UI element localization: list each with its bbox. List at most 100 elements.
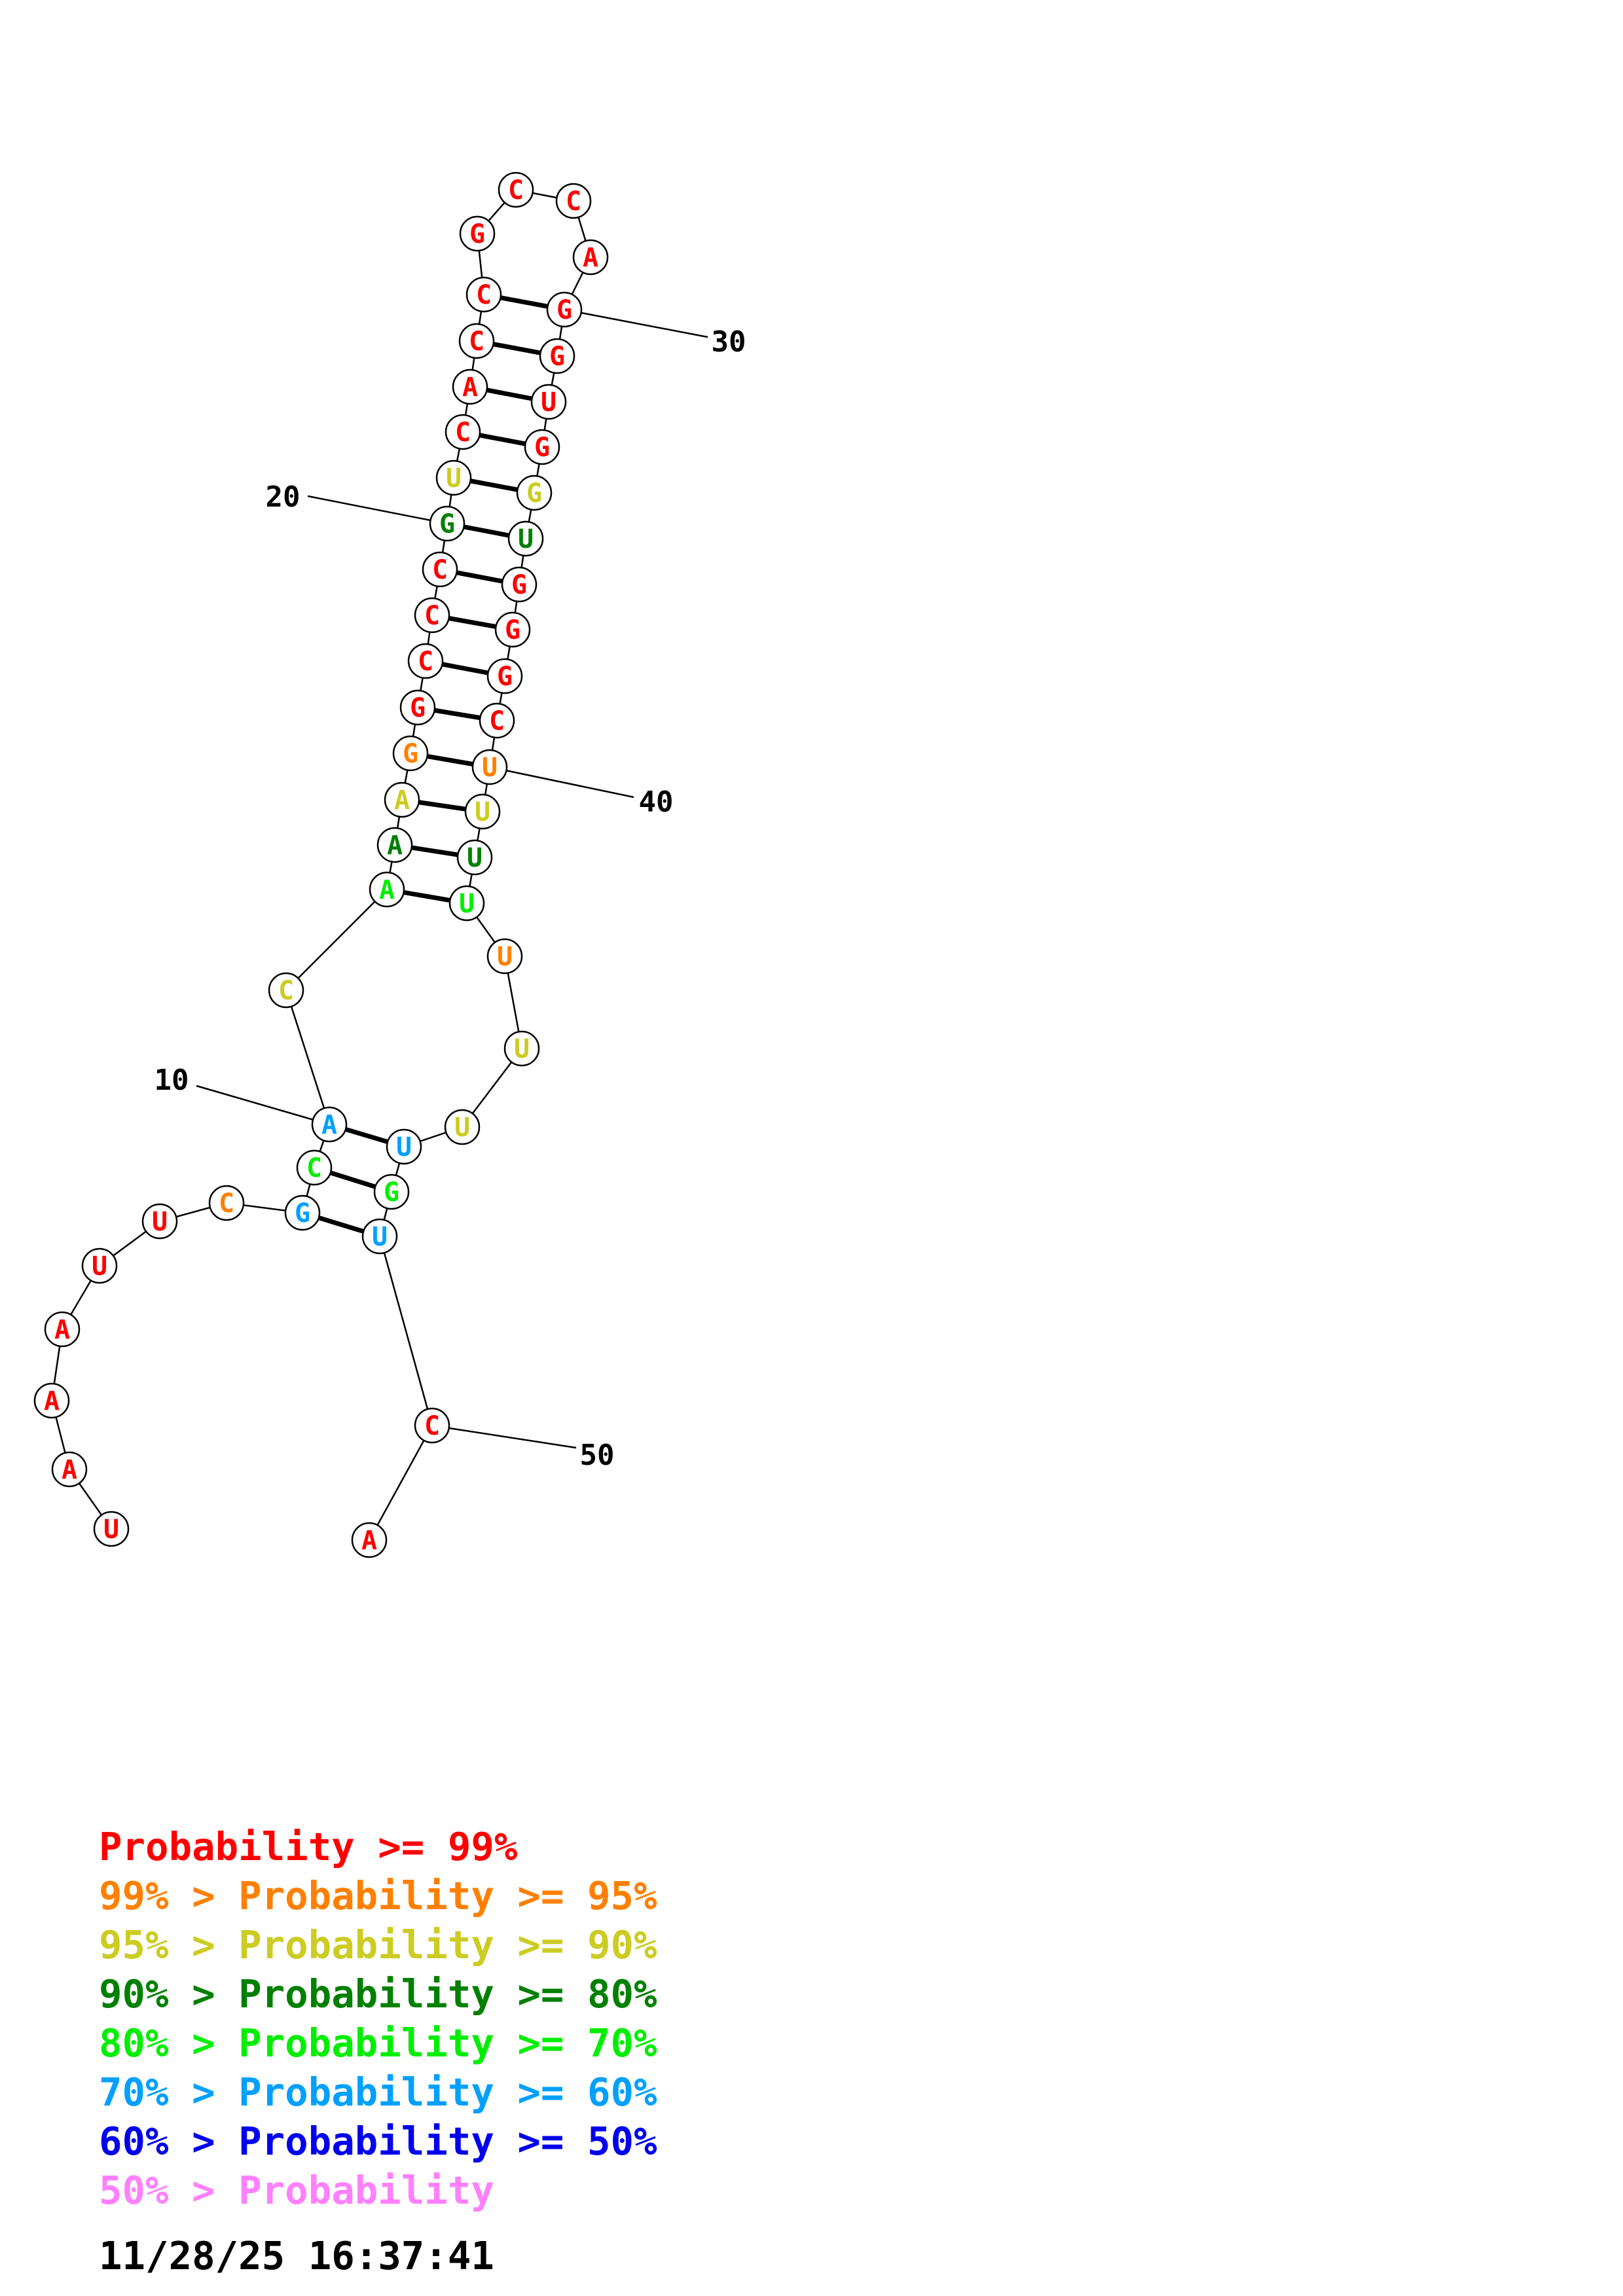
nucleotide-circle xyxy=(284,1194,321,1231)
nucleotide: U xyxy=(93,1511,130,1547)
nucleotide-circle xyxy=(465,276,502,313)
nucleotide: C xyxy=(498,171,534,208)
legend-line-p60: 70% > Probability >= 60% xyxy=(99,2070,657,2115)
nucleotide-base: G xyxy=(534,433,550,463)
nucleotide-base: U xyxy=(103,1515,119,1545)
nucleotide-circle xyxy=(448,885,485,922)
nucleotide-base: G xyxy=(549,342,565,372)
nucleotide: G xyxy=(524,429,560,465)
nucleotide-circle xyxy=(507,520,544,557)
nucleotide-circle xyxy=(445,414,481,450)
nucleotide-base: C xyxy=(469,327,484,357)
nucleotide-base: G xyxy=(469,219,485,249)
nucleotide: G xyxy=(399,689,436,726)
nucleotide: G xyxy=(429,505,465,542)
nucleotide-circle xyxy=(386,1128,422,1165)
nucleotide: U xyxy=(471,749,508,785)
nucleotide: U xyxy=(448,885,485,922)
nucleotide: C xyxy=(414,597,450,634)
nucleotide-base: U xyxy=(475,797,490,827)
nucleotide-circle xyxy=(516,475,553,511)
nucleotide-base: A xyxy=(583,243,598,273)
nucleotide-circle xyxy=(296,1149,333,1186)
nucleotide-base: A xyxy=(321,1110,337,1140)
nucleotide-circle xyxy=(93,1511,130,1547)
nucleotide: G xyxy=(516,475,553,511)
nucleotide: C xyxy=(465,276,502,313)
number-tick xyxy=(564,308,708,338)
nucleotide-circle xyxy=(494,611,531,648)
nucleotide-base: C xyxy=(489,706,505,736)
number-label: 50 xyxy=(580,1439,615,1472)
nucleotide-base: U xyxy=(514,1034,530,1064)
nucleotide: G xyxy=(546,291,583,328)
nucleotide-circle xyxy=(459,215,496,252)
nucleotide-base: G xyxy=(505,615,520,645)
nucleotide-circle xyxy=(414,1407,450,1444)
nucleotide-circle xyxy=(392,735,429,772)
nucleotide: G xyxy=(501,566,538,603)
number-label-layer: 10 20 30 40 50 xyxy=(155,308,746,1472)
nucleotide-circle xyxy=(268,972,304,1009)
base-pair-layer xyxy=(301,292,565,1239)
nucleotide-circle xyxy=(503,1030,540,1067)
nucleotide-base: C xyxy=(566,187,581,217)
nucleotide-base: G xyxy=(556,295,572,325)
nucleotide: U xyxy=(81,1247,118,1284)
nucleotide-base: U xyxy=(396,1132,412,1162)
nucleotide-base: U xyxy=(372,1222,388,1252)
nucleotide: U xyxy=(361,1218,398,1255)
nucleotide-base: G xyxy=(410,693,426,723)
nucleotide-base: G xyxy=(295,1198,310,1229)
nucleotide-base: U xyxy=(467,843,483,873)
nucleotide-base: C xyxy=(476,280,492,310)
nucleotide: C xyxy=(458,323,495,359)
nucleotide-circle xyxy=(530,384,567,420)
nucleotide-base: C xyxy=(219,1189,234,1219)
nucleotide-circle xyxy=(444,1109,481,1145)
nucleotide-circle xyxy=(33,1382,70,1419)
legend-line-below-50: 50% > Probability xyxy=(99,2168,494,2213)
nucleotide: G xyxy=(373,1174,410,1210)
legend-line-p70: 80% > Probability >= 70% xyxy=(99,2020,657,2066)
number-label: 10 xyxy=(155,1064,189,1097)
nucleotide: G xyxy=(284,1194,321,1231)
number-tick xyxy=(307,495,448,525)
nucleotide: A xyxy=(51,1451,88,1488)
probability-legend: Probability >= 99% 99% > Probability >= … xyxy=(99,1824,657,2278)
nucleotide-base: G xyxy=(526,478,542,509)
nucleotide: G xyxy=(539,338,575,374)
nucleotide: U xyxy=(456,839,493,876)
nucleotide: U xyxy=(141,1203,178,1240)
nucleotide-base: A xyxy=(54,1315,70,1345)
nucleotide-base: G xyxy=(384,1177,399,1208)
nucleotide-circle xyxy=(141,1203,178,1240)
nucleotide: U xyxy=(503,1030,540,1067)
nucleotide-base: C xyxy=(306,1153,322,1183)
nucleotide-circle xyxy=(376,827,413,863)
nucleotide-base: A xyxy=(44,1386,60,1416)
nucleotide-base: U xyxy=(446,463,462,493)
nucleotide-circle xyxy=(539,338,575,374)
nucleotide-base: U xyxy=(454,1113,470,1143)
legend-line-p50: 60% > Probability >= 50% xyxy=(99,2119,657,2164)
nucleotide-base: A xyxy=(394,785,410,816)
nucleotide-circle xyxy=(546,291,583,328)
nucleotide-base: G xyxy=(511,570,527,600)
nucleotide: A xyxy=(351,1522,388,1558)
nucleotide-base: G xyxy=(403,739,418,769)
nucleotide-circle xyxy=(456,839,493,876)
nucleotide-base: U xyxy=(482,753,498,783)
nucleotide-circle xyxy=(369,871,405,908)
nucleotide: C xyxy=(296,1149,333,1186)
nucleotide: G xyxy=(486,658,523,694)
nucleotide: A xyxy=(33,1382,70,1419)
nucleotide-circle xyxy=(414,597,450,634)
nucleotide-circle xyxy=(351,1522,388,1558)
nucleotide-circle xyxy=(51,1451,88,1488)
nucleotide-base: G xyxy=(439,509,455,539)
nucleotide-circle xyxy=(384,781,420,818)
nucleotide: U xyxy=(464,793,501,830)
